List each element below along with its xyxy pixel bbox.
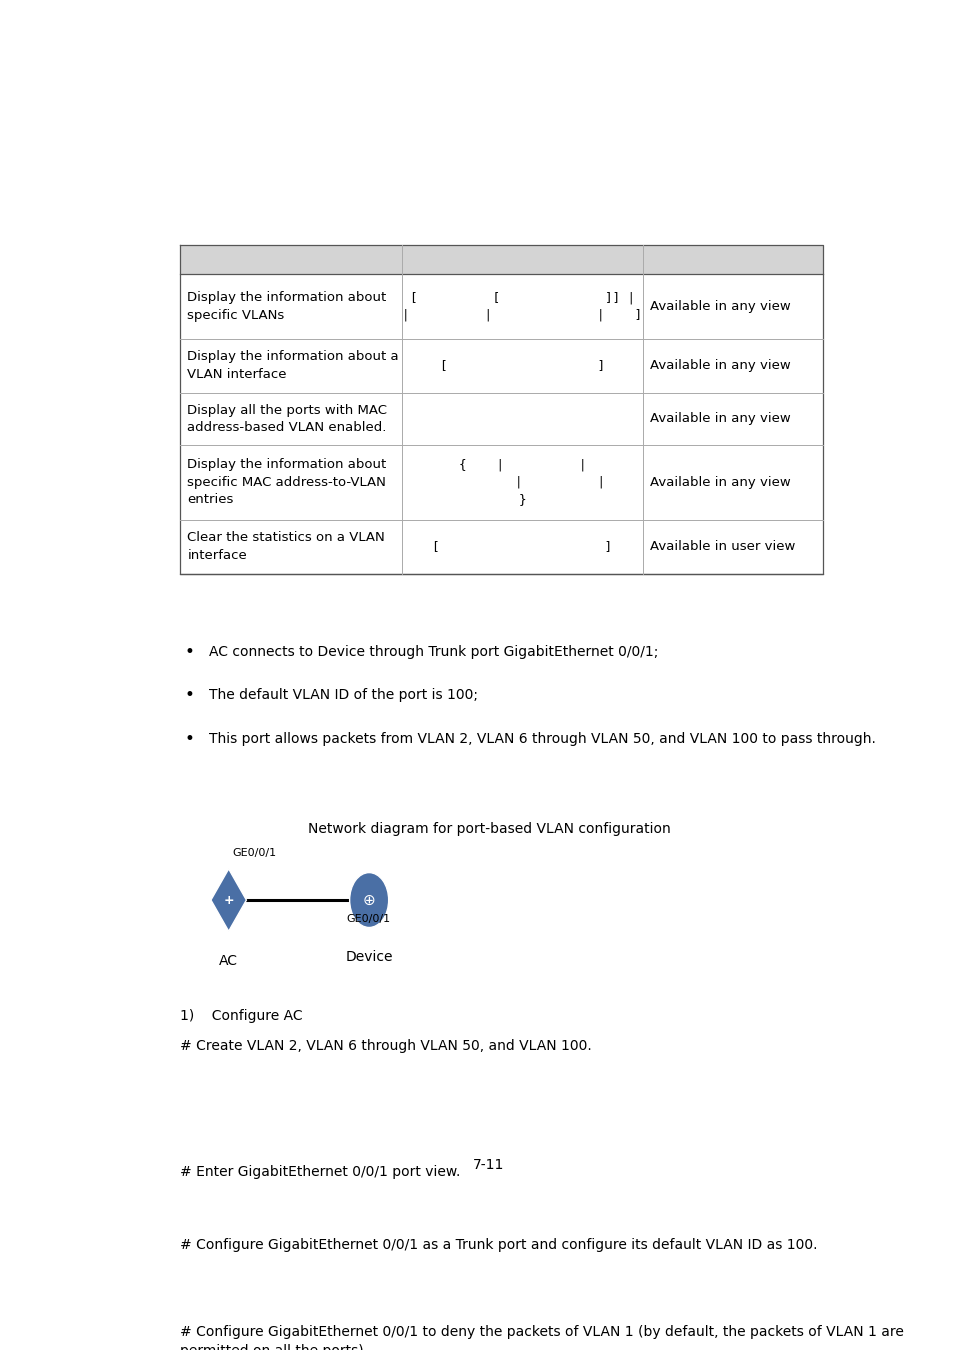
Text: •: • [184, 730, 194, 748]
Text: GE0/0/1: GE0/0/1 [346, 914, 390, 923]
Text: Available in any view: Available in any view [650, 475, 790, 489]
Text: 1)    Configure AC: 1) Configure AC [180, 1010, 302, 1023]
Text: Available in any view: Available in any view [650, 300, 790, 313]
Text: The default VLAN ID of the port is 100;: The default VLAN ID of the port is 100; [210, 688, 478, 702]
Text: GE0/0/1: GE0/0/1 [233, 848, 276, 859]
Text: Available in user view: Available in user view [650, 540, 795, 553]
Text: Display the information about
specific MAC address-to-VLAN
entries: Display the information about specific M… [187, 458, 386, 506]
Text: {    |          |
          |          |
}: { | | | | } [439, 458, 604, 506]
Text: •: • [184, 686, 194, 705]
Text: Available in any view: Available in any view [650, 359, 790, 373]
Text: Device: Device [345, 950, 393, 964]
Circle shape [349, 872, 388, 927]
Polygon shape [211, 869, 246, 931]
Text: # Configure GigabitEthernet 0/0/1 to deny the packets of VLAN 1 (by default, the: # Configure GigabitEthernet 0/0/1 to den… [180, 1324, 902, 1350]
Text: 7-11: 7-11 [473, 1158, 504, 1172]
Text: [                    ]: [ ] [439, 359, 604, 373]
Text: # Configure GigabitEthernet 0/0/1 as a Trunk port and configure its default VLAN: # Configure GigabitEthernet 0/0/1 as a T… [180, 1238, 817, 1251]
Text: Available in any view: Available in any view [650, 412, 790, 425]
Text: # Create VLAN 2, VLAN 6 through VLAN 50, and VLAN 100.: # Create VLAN 2, VLAN 6 through VLAN 50,… [180, 1040, 591, 1053]
Text: AC: AC [219, 954, 238, 968]
Text: Display the information about
specific VLANs: Display the information about specific V… [187, 292, 386, 321]
Text: # Enter GigabitEthernet 0/0/1 port view.: # Enter GigabitEthernet 0/0/1 port view. [180, 1165, 459, 1179]
Text: Display all the ports with MAC
address-based VLAN enabled.: Display all the ports with MAC address-b… [187, 404, 387, 433]
Text: [                      ]: [ ] [432, 540, 612, 553]
Text: Display the information about a
VLAN interface: Display the information about a VLAN int… [187, 351, 398, 381]
Text: •: • [184, 643, 194, 660]
Text: Network diagram for port-based VLAN configuration: Network diagram for port-based VLAN conf… [307, 822, 670, 837]
Text: Clear the statistics on a VLAN
interface: Clear the statistics on a VLAN interface [187, 532, 385, 562]
Text: ⊕: ⊕ [362, 892, 375, 907]
Text: +: + [223, 894, 233, 907]
Bar [180, 246, 822, 274]
Text: This port allows packets from VLAN 2, VLAN 6 through VLAN 50, and VLAN 100 to pa: This port allows packets from VLAN 2, VL… [210, 732, 876, 747]
Text: AC connects to Device through Trunk port GigabitEthernet 0/0/1;: AC connects to Device through Trunk port… [210, 644, 659, 659]
Text: [          [              ]] |
|          |              |    ]: [ [ ]] | | | | ] [402, 292, 641, 321]
